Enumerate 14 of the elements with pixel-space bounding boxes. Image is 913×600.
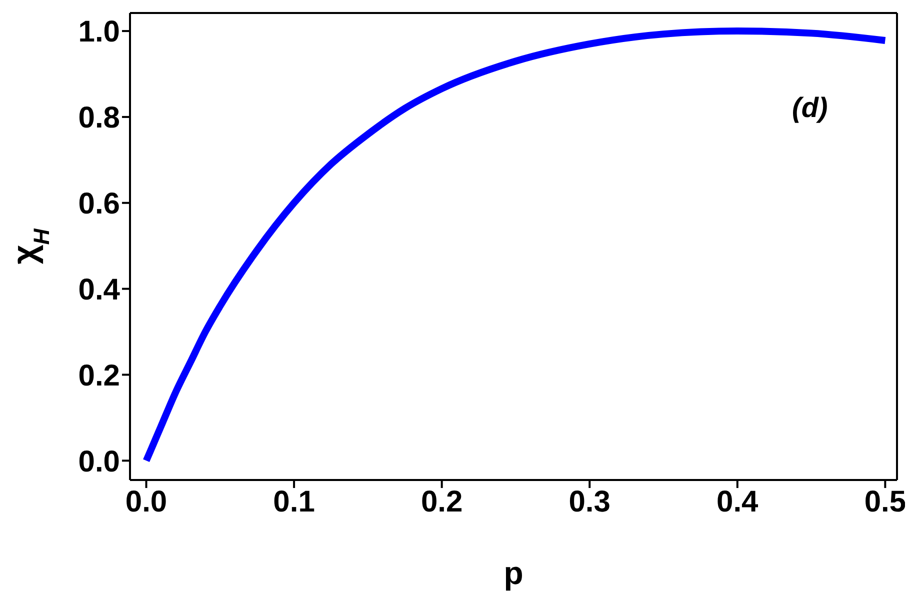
y-tick-label: 0.8 xyxy=(78,102,120,135)
x-tick-label: 0.1 xyxy=(273,485,315,518)
x-tick-label: 0.4 xyxy=(716,485,759,518)
y-tick-label: 0.0 xyxy=(78,445,120,478)
y-tick-label: 0.4 xyxy=(78,273,120,306)
x-axis-title: p xyxy=(504,555,524,591)
x-tick-label: 0.5 xyxy=(864,485,906,518)
y-tick-label: 1.0 xyxy=(78,16,120,49)
y-tick-label: 0.6 xyxy=(78,188,120,221)
annotation: (d) xyxy=(792,92,828,124)
x-tick-label: 0.2 xyxy=(420,485,463,518)
x-tick-label: 0.0 xyxy=(125,485,168,518)
y-tick-label: 0.2 xyxy=(78,359,120,392)
x-tick-label: 0.3 xyxy=(568,485,610,518)
